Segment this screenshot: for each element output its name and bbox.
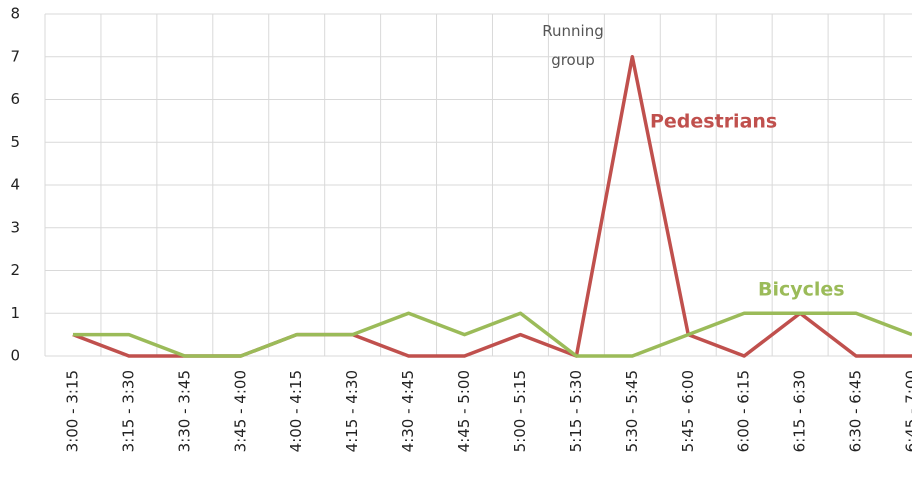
y-tick-label: 1 [10,304,20,322]
annotation: Running group [542,22,603,69]
x-tick-label: 3:30 - 3:45 [175,370,193,452]
x-tick-label: 5:45 - 6:00 [679,370,697,452]
y-tick-label: 5 [10,133,20,151]
y-tick-label: 3 [10,218,20,236]
x-tick-label: 6:45 - 7:00 [903,370,912,452]
series-line [72,311,912,358]
x-tick-label: 6:15 - 6:30 [791,370,809,452]
x-tick-label: 3:15 - 3:30 [119,370,137,452]
x-tick-label: 4:15 - 4:30 [343,370,361,452]
x-tick-label: 6:00 - 6:15 [735,370,753,452]
series-label: Pedestrians [650,111,777,133]
x-tick-label: 4:30 - 4:45 [399,370,417,452]
x-tick-label: 5:00 - 5:15 [511,370,529,452]
x-tick-label: 5:30 - 5:45 [623,370,641,452]
series-label: Bicycles [758,279,845,301]
x-tick-label: 3:00 - 3:15 [63,370,81,452]
y-tick-label: 7 [10,47,20,65]
y-tick-label: 0 [10,347,20,365]
x-tick-label: 4:00 - 4:15 [287,370,305,452]
y-tick-label: 6 [10,90,20,108]
y-tick-label: 8 [10,5,20,23]
x-tick-label: 3:45 - 4:00 [231,370,249,452]
x-tick-label: 5:15 - 5:30 [567,370,585,452]
x-tick-label: 4:45 - 5:00 [455,370,473,452]
y-tick-label: 2 [10,261,20,279]
x-tick-label: 6:30 - 6:45 [847,370,865,452]
y-tick-label: 4 [10,176,20,194]
